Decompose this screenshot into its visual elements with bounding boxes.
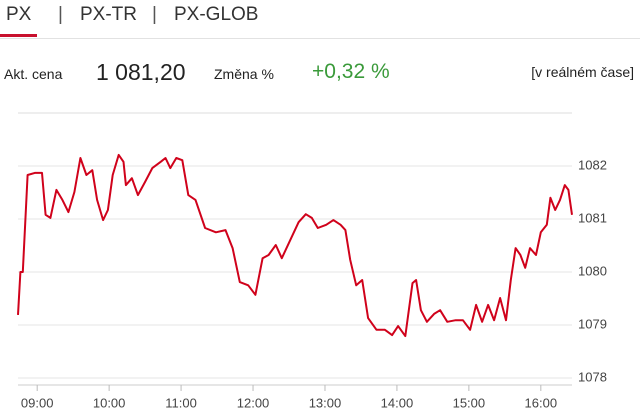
x-tick-label: 13:00 (309, 395, 342, 410)
change-label: Změna % (214, 66, 274, 82)
x-tick-label: 14:00 (381, 395, 414, 410)
x-tick-label: 09:00 (21, 395, 54, 410)
tab-separator: | (58, 4, 63, 25)
tab[interactable]: PX (0, 4, 38, 37)
y-tick-label: 1079 (578, 316, 607, 331)
x-tick-label: 15:00 (453, 395, 486, 410)
x-tick-label: 10:00 (93, 395, 126, 410)
y-tick-label: 1078 (578, 369, 607, 384)
tab[interactable]: PX-TR (80, 4, 137, 25)
x-tick-label: 12:00 (237, 395, 270, 410)
tab[interactable]: PX-GLOB (174, 4, 259, 25)
y-tick-label: 1082 (578, 157, 607, 172)
realtime-note: [v reálném čase] (531, 64, 634, 80)
price-line (17, 153, 573, 338)
y-tick-label: 1080 (578, 263, 607, 278)
change: +0,32 % (312, 60, 390, 83)
tab-separator: | (152, 4, 157, 25)
quote-info: Akt. cena 1 081,20 Změna % +0,32 % [v re… (0, 58, 640, 88)
x-tick-label: 16:00 (525, 395, 558, 410)
y-tick-label: 1081 (578, 210, 607, 225)
tab-bar: PX | PX-TR | PX-GLOB (0, 0, 640, 39)
price: 1 081,20 (96, 59, 186, 85)
price-label: Akt. cena (4, 66, 63, 82)
x-tick-label: 11:00 (165, 395, 197, 410)
